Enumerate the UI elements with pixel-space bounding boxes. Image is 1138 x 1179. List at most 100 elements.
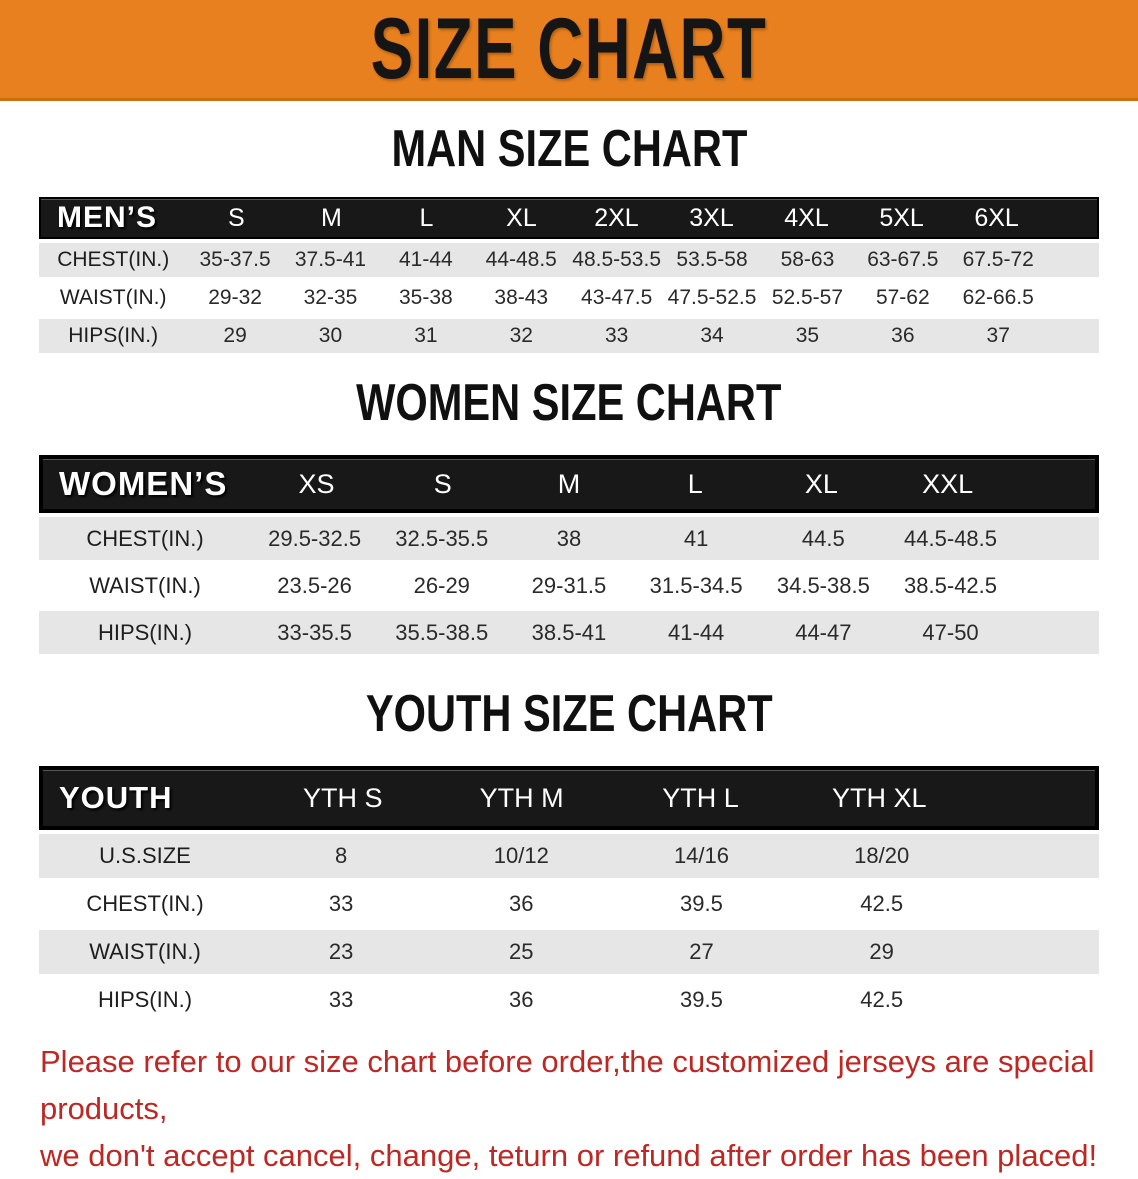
- cell-value: 23.5-26: [277, 572, 352, 598]
- cell-value: 37: [986, 324, 1010, 347]
- table-header-row: MEN’S S M L XL 2XL 3XL 4XL 5XL 6XL: [39, 197, 1099, 239]
- cell-value: 29-32: [208, 286, 262, 309]
- cell-value: 32: [509, 324, 533, 347]
- cell-value: 36: [509, 987, 534, 1012]
- men-heading-wrap: MAN SIZE CHART: [0, 123, 1138, 175]
- cell-value: 35.5-38.5: [395, 619, 489, 645]
- cell-value: 18/20: [854, 843, 910, 868]
- table-row: WAIST(IN.) 29-32 32-35 35-38 38-43 43-47.5 47.…: [39, 281, 1099, 315]
- cell-value: 29.5-32.5: [268, 525, 362, 551]
- table-row: CHEST(IN.) 33 36 39.5 42.5: [39, 882, 1099, 926]
- column-header: S: [228, 203, 245, 232]
- cell-value: 48.5-53.5: [572, 248, 662, 271]
- cell-value: 25: [509, 939, 534, 964]
- column-header: YTH L: [662, 782, 739, 813]
- column-header: M: [557, 468, 581, 499]
- cell-value: 44-47: [795, 619, 852, 645]
- cell-value: 47-50: [922, 619, 979, 645]
- cell-value: 42.5: [860, 891, 904, 916]
- table-label: YOUTH: [59, 780, 173, 815]
- column-header: S: [433, 468, 452, 499]
- men-size-table: MEN’S S M L XL 2XL 3XL 4XL 5XL 6XL CHEST(IN.) 35-37…: [39, 197, 1099, 353]
- cell-value: 23: [328, 939, 354, 964]
- men-section-heading: MAN SIZE CHART: [391, 120, 747, 178]
- cell-value: 30: [318, 324, 343, 347]
- cell-value: 44-48.5: [485, 248, 557, 271]
- table-header-row: YOUTH YTH S YTH M YTH L YTH XL: [39, 766, 1099, 830]
- cell-value: 34.5-38.5: [776, 572, 870, 598]
- cell-value: 38.5-41: [531, 619, 607, 645]
- cell-value: 14/16: [673, 843, 729, 868]
- cell-value: 39.5: [680, 987, 723, 1012]
- youth-size-table: YOUTH YTH S YTH M YTH L YTH XL U.S.SIZE 8 10/12…: [39, 766, 1099, 1022]
- cell-value: 36: [891, 324, 915, 347]
- table-row: HIPS(IN.) 33 36 39.5 42.5: [39, 978, 1099, 1022]
- column-header: YTH XL: [832, 782, 927, 813]
- cell-value: 36: [509, 891, 534, 916]
- row-label: WAIST(IN.): [59, 286, 167, 309]
- table-row: WAIST(IN.) 23.5-26 26-29 29-31.5 31.5-34.5 34…: [39, 564, 1099, 607]
- column-header: L: [687, 468, 703, 499]
- cell-value: 29: [223, 324, 247, 347]
- cell-value: 47.5-52.5: [667, 286, 757, 309]
- column-header: 2XL: [594, 203, 639, 232]
- table-row: U.S.SIZE 8 10/12 14/16 18/20: [39, 834, 1099, 878]
- cell-value: 8: [334, 843, 348, 868]
- cell-value: 34: [700, 324, 724, 347]
- row-label: CHEST(IN.): [57, 248, 170, 271]
- row-label: HIPS(IN.): [97, 619, 193, 645]
- cell-value: 35: [795, 324, 820, 347]
- row-label: WAIST(IN.): [89, 939, 201, 964]
- column-header: XS: [298, 468, 335, 499]
- row-label: U.S.SIZE: [99, 843, 191, 868]
- column-header: YTH S: [303, 782, 383, 813]
- cell-value: 32-35: [303, 286, 358, 309]
- cell-value: 57-62: [875, 286, 930, 309]
- cell-value: 31.5-34.5: [649, 572, 743, 598]
- women-heading-wrap: WOMEN SIZE CHART: [0, 377, 1138, 429]
- disclaimer-line-1: Please refer to our size chart before or…: [40, 1044, 1095, 1126]
- cell-value: 52.5-57: [771, 286, 844, 309]
- cell-value: 27: [689, 939, 714, 964]
- column-header: 3XL: [689, 203, 734, 232]
- cell-value: 37.5-41: [294, 248, 367, 271]
- table-label: WOMEN’S: [59, 465, 228, 502]
- cell-value: 26-29: [413, 572, 470, 598]
- table-row: CHEST(IN.) 29.5-32.5 32.5-35.5 38 41 44.5 44.5…: [39, 517, 1099, 560]
- row-label: CHEST(IN.): [86, 525, 204, 551]
- cell-value: 41: [683, 525, 709, 551]
- cell-value: 38: [556, 525, 582, 551]
- cell-value: 41-44: [399, 248, 453, 271]
- column-header: YTH M: [479, 782, 564, 813]
- cell-value: 32.5-35.5: [395, 525, 489, 551]
- table-row: HIPS(IN.) 33-35.5 35.5-38.5 38.5-41 41-44 44-…: [39, 611, 1099, 654]
- column-header: XXL: [922, 468, 974, 499]
- women-size-section: WOMEN SIZE CHART WOMEN’S XS S M L XL XXL CHEST(…: [0, 377, 1138, 654]
- cell-value: 33: [328, 891, 354, 916]
- cell-value: 42.5: [860, 987, 904, 1012]
- cell-value: 29-31.5: [531, 572, 607, 598]
- table-row: HIPS(IN.) 29 30 31 32 33 34 35 36 37: [39, 319, 1099, 353]
- youth-heading-wrap: YOUTH SIZE CHART: [0, 688, 1138, 740]
- row-label: WAIST(IN.): [89, 572, 201, 598]
- row-label: CHEST(IN.): [86, 891, 204, 916]
- row-label: HIPS(IN.): [97, 987, 193, 1012]
- table-row: WAIST(IN.) 23 25 27 29: [39, 930, 1099, 974]
- cell-value: 10/12: [493, 843, 549, 868]
- women-section-heading: WOMEN SIZE CHART: [356, 374, 782, 432]
- cell-value: 33-35.5: [277, 619, 352, 645]
- cell-value: 29: [869, 939, 894, 964]
- size-chart-banner: SIZE CHART: [0, 0, 1138, 101]
- cell-value: 38.5-42.5: [904, 572, 998, 598]
- order-disclaimer-note: Please refer to our size chart before or…: [0, 1038, 1138, 1179]
- column-header: 6XL: [974, 203, 1019, 232]
- women-size-table: WOMEN’S XS S M L XL XXL CHEST(IN.) 29.5-32.5 32.5…: [39, 455, 1099, 654]
- table-header-row: WOMEN’S XS S M L XL XXL: [39, 455, 1099, 513]
- table-label: MEN’S: [57, 201, 158, 234]
- column-header: XL: [506, 203, 537, 232]
- column-header: M: [320, 203, 342, 232]
- cell-value: 44.5-48.5: [904, 525, 998, 551]
- cell-value: 63-67.5: [867, 248, 939, 271]
- banner-title: SIZE CHART: [370, 1, 768, 97]
- disclaimer-line-2: we don't accept cancel, change, teturn o…: [40, 1138, 1098, 1173]
